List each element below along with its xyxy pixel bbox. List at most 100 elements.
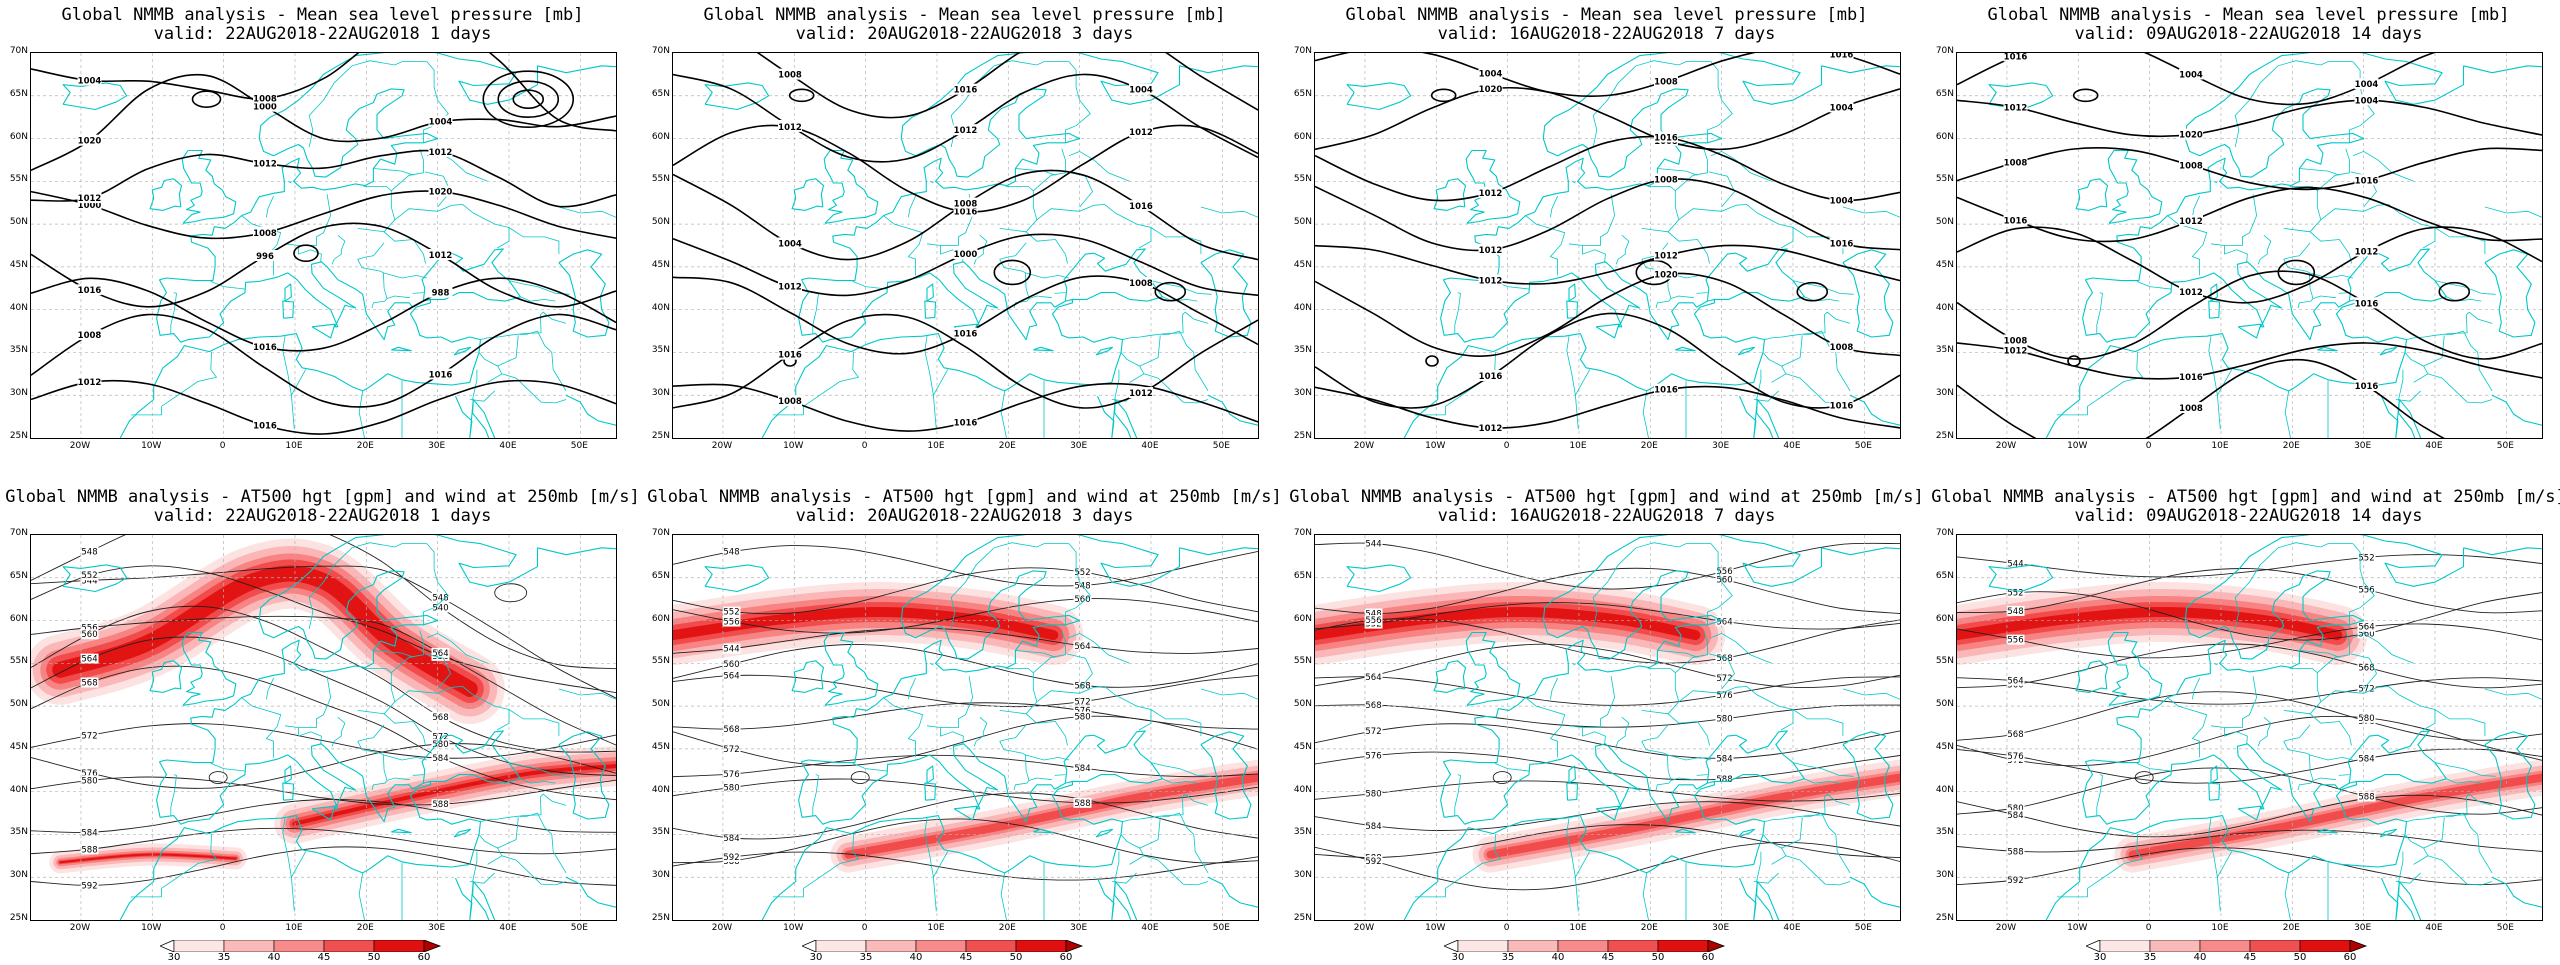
latitude-label: 45N [9,741,28,752]
contour-label: 544 [2007,559,2023,569]
graticule [1957,535,2542,920]
longitude-label: 30E [1712,923,1730,933]
contour-label: 576 [81,769,97,779]
map-panel: Global NMMB analysis - AT500 hgt [gpm] a… [642,482,1287,964]
latitude-label: 25N [1935,913,1954,923]
latitude-label: 60N [1935,613,1954,624]
latitude-label: 25N [9,431,28,441]
latitude-label: 45N [1293,741,1312,752]
isobar-label: 1008 [2179,404,2203,414]
contour-label: 556 [2358,585,2374,595]
longitude-label: 0 [219,923,226,933]
contour-label: 584 [1074,764,1090,774]
latitude-label: 70N [1293,46,1312,56]
coastline-layer [1346,535,1900,920]
latitude-label: 30N [651,870,670,881]
jet-shading [673,581,1258,873]
contour-label: 572 [2358,685,2374,695]
isobar-label: 1008 [253,95,277,105]
contour-label: 568 [2358,663,2374,673]
map-canvas: 5445485525565605645685725765805845885925… [1315,535,1900,920]
isobar-label: 1020 [2179,131,2203,141]
isobar-label: 1012 [1654,251,1678,261]
latitude-label: 35N [1293,827,1312,838]
contour-label: 564 [2358,623,2374,633]
panel-valid-period: valid: 22AUG2018-22AUG2018 1 days [153,506,492,526]
contour-label: 568 [1716,654,1732,664]
isobar-label: 1004 [2355,80,2379,90]
latitude-label: 70N [651,528,670,538]
isobar-label: 996 [256,252,274,262]
contour-label: 592 [2007,876,2023,886]
latitude-label: 65N [651,570,670,581]
panel-valid-period: valid: 22AUG2018-22AUG2018 1 days [153,24,492,44]
contour-label: 568 [2007,730,2023,740]
contour-label: 540 [432,603,448,613]
map-frame: 5445485525565605645685725765805845885925… [1956,534,2543,921]
isobar-label: 1016 [954,419,978,429]
longitude-label: 10W [141,923,162,933]
contour-label: 564 [432,649,448,659]
map-canvas: 5445485525565605645685725765805845885925… [1957,535,2542,920]
colorbar-label: 30 [167,952,181,963]
latitude-label: 45N [1935,259,1954,270]
contour-label: 560 [81,630,97,640]
map-canvas: 1004 1008 1004 1012 1012 1008 1016 1016 1016 1020… [1315,53,1900,438]
panel-title: Global NMMB analysis - AT500 hgt [gpm] a… [5,487,640,507]
contour-label: 552 [723,608,739,618]
longitude-label: 10W [141,441,162,451]
colorbar: 30 35 40 45 50 60 [1442,939,1774,965]
coastline-layer [704,535,1258,920]
contour-label: 584 [432,754,448,764]
contour-label: 584 [723,834,739,844]
longitude-label: 20W [711,923,733,933]
latitude-label: 30N [1293,388,1312,399]
longitude-label: 10W [783,923,804,933]
latitude-label: 35N [1935,827,1954,838]
border-layer [2056,60,2542,438]
map-panel: Global NMMB analysis - Mean sea level pr… [642,0,1287,465]
isobar-label: 1000 [253,103,277,113]
isobar-label: 1008 [778,397,802,407]
isobar-label: 1020 [1654,270,1678,280]
panel-valid-period: valid: 16AUG2018-22AUG2018 7 days [1437,24,1776,44]
colorbar-label: 40 [909,952,923,963]
map-canvas: 5485525565445605645685725765805845885925… [673,535,1258,920]
map-canvas: 1004100010121000996988100810161016102010… [31,53,616,438]
isobar-label: 1012 [78,194,102,204]
colorbar-swatches [2084,939,2368,953]
isobar-label: 1000 [78,201,102,211]
height-contours [31,535,616,886]
isobar-label: 1004 [1479,70,1503,80]
height-contours [1957,554,2542,886]
latitude-label: 30N [1935,870,1954,881]
latitude-label: 40N [1293,784,1312,795]
isobar-layer [1315,53,1900,429]
longitude-label: 40E [499,923,517,933]
isobar-label: 1016 [1654,133,1678,143]
contour-label: 572 [1716,674,1732,684]
coastline-layer [1346,53,1900,438]
colorbar-label: 50 [2293,952,2307,963]
colorbar-label: 30 [2093,952,2107,963]
contour-label: 556 [1716,567,1732,577]
contour-label: 572 [723,745,739,755]
contour-label: 544 [81,576,97,586]
latitude-label: 30N [651,388,670,399]
contour-label: 580 [1074,713,1090,723]
isobar-labels: 1008101210121004100010081016101610161020… [778,68,1153,429]
isobar-label: 988 [432,289,450,299]
border-layer [1414,542,1900,920]
panel-title: Global NMMB analysis - Mean sea level pr… [61,5,584,25]
isobar-label: 1012 [1479,246,1503,256]
latitude-label: 30N [1935,388,1954,399]
latitude-label: 50N [1293,217,1312,228]
longitude-label: 30E [428,923,446,933]
longitude-label: 0 [861,441,868,451]
colorbar-label: 45 [959,952,973,963]
map-panel: Global NMMB analysis - Mean sea level pr… [0,0,645,465]
contour-label: 568 [1365,701,1381,711]
latitude-label: 60N [9,613,28,624]
border-layer [130,542,616,920]
latitude-label: 60N [651,613,670,624]
